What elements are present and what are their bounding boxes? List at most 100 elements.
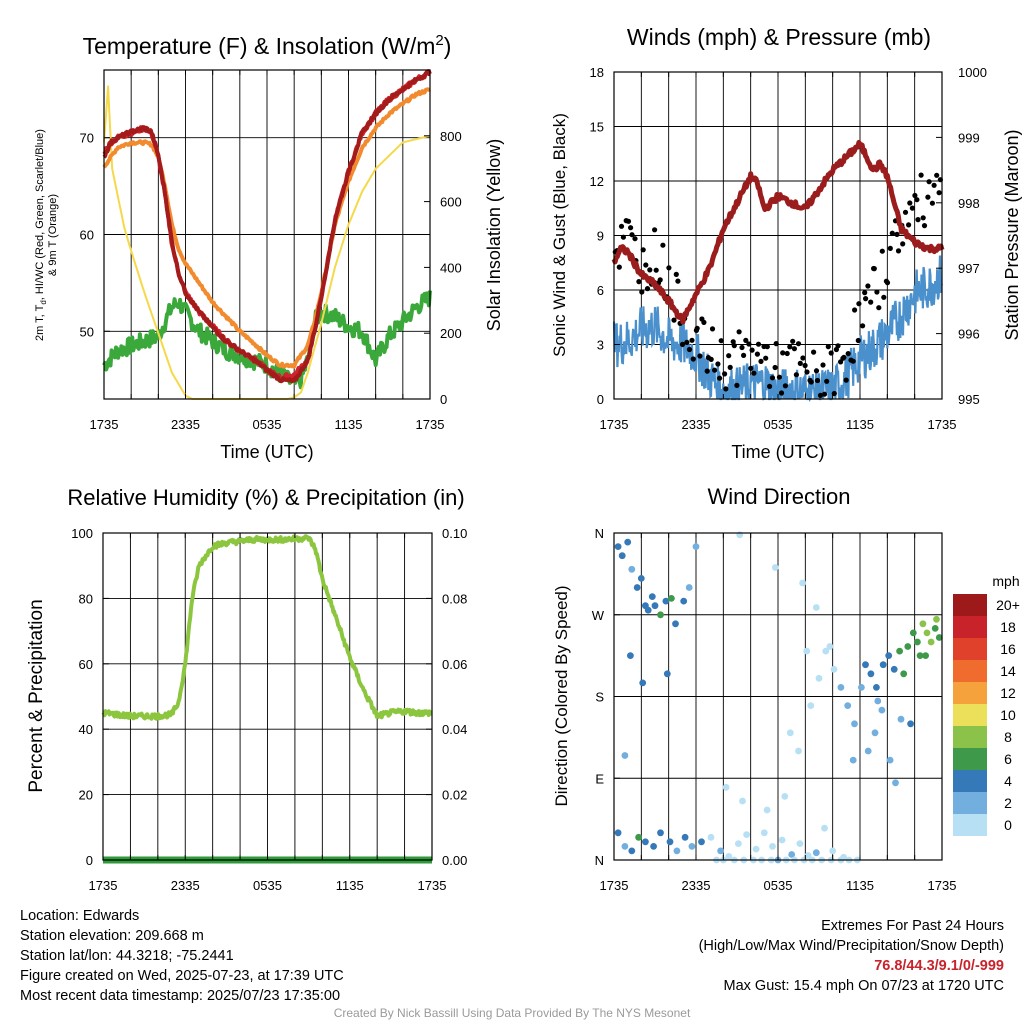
y-tick-label: 0 — [86, 853, 93, 868]
y2-tick-label: 999 — [958, 130, 980, 145]
gust-point — [643, 262, 649, 268]
x-tick-label: 1135 — [335, 417, 363, 432]
direction-point — [849, 756, 857, 764]
legend-swatch — [953, 770, 987, 792]
x-tick-label: 1735 — [928, 417, 957, 432]
gust-point — [778, 390, 785, 396]
direction-point — [657, 829, 664, 837]
legend-label: 16 — [1000, 641, 1016, 657]
y2-tick-label: 0.06 — [442, 657, 467, 672]
gust-point — [748, 365, 754, 371]
gust-point — [625, 218, 632, 224]
gust-point — [722, 371, 728, 377]
direction-point — [871, 729, 879, 737]
direction-point — [725, 853, 733, 860]
direction-point — [886, 756, 894, 764]
gust-point — [841, 354, 847, 360]
wind-left-axis-label: Sonic Wind & Gust (Blue, Black) — [550, 113, 569, 357]
legend-label: 8 — [1004, 729, 1012, 745]
direction-point — [900, 670, 908, 678]
gust-point — [746, 341, 752, 347]
gust-point — [907, 200, 913, 206]
dir-ticks: 1735 2335 0535 1135 1735 N E S W N — [592, 526, 957, 893]
direction-point — [796, 840, 804, 847]
gust-point — [628, 225, 634, 231]
gust-point — [776, 374, 783, 380]
y-tick-label: 20 — [79, 788, 93, 803]
gust-point — [727, 364, 733, 370]
gust-point — [918, 172, 924, 178]
direction-point — [822, 647, 830, 655]
gust-point — [852, 307, 858, 313]
legend-label: 18 — [1000, 619, 1016, 635]
x-tick-label: 0535 — [764, 878, 793, 893]
direction-point — [786, 729, 794, 737]
gust-point — [709, 326, 716, 332]
x-tick-label: 0535 — [764, 417, 793, 432]
direction-point — [890, 665, 898, 673]
gust-point — [925, 194, 931, 200]
gust-point — [793, 372, 800, 378]
direction-point — [909, 629, 917, 637]
gust-point — [821, 391, 828, 397]
legend-label: 20+ — [996, 597, 1020, 613]
direction-point — [648, 593, 656, 600]
gust-point — [701, 319, 707, 325]
gust-point — [813, 368, 820, 374]
extremes-description: (High/Low/Max Wind/Precipitation/Snow De… — [698, 938, 1004, 954]
y-tick-label: 12 — [590, 174, 604, 189]
gust-point — [790, 338, 796, 344]
temp-grid — [104, 70, 430, 399]
gust-point — [862, 290, 868, 296]
gust-point — [736, 329, 742, 335]
gust-point — [921, 223, 928, 229]
y-tick-label: 50 — [80, 324, 94, 339]
direction-point — [837, 684, 845, 691]
direction-point — [651, 602, 659, 610]
direction-point — [788, 851, 796, 858]
legend-swatch — [953, 814, 987, 836]
gust-point — [811, 349, 817, 355]
legend-swatch — [953, 726, 987, 748]
gust-point — [845, 351, 851, 357]
gust-point — [825, 344, 831, 350]
x-tick-label: 0535 — [253, 878, 282, 893]
gust-point — [909, 205, 916, 211]
direction-point — [743, 831, 750, 838]
gust-point — [889, 230, 895, 236]
gust-point — [782, 383, 789, 389]
y2-tick-label: 0.10 — [442, 526, 467, 541]
extremes-info: Extremes For Past 24 Hours (High/Low/Max… — [699, 916, 1004, 996]
gust-point — [912, 192, 918, 199]
temp-left-axis-label: 2m T, Td, HI/WC (Red, Green, Scarlet/Blu… — [34, 129, 48, 341]
direction-point — [650, 843, 657, 850]
direction-point — [804, 852, 812, 859]
direction-point — [844, 702, 852, 709]
gust-point — [675, 278, 681, 284]
gust-point — [657, 277, 663, 283]
station-elevation: Station elevation: 209.668 m — [20, 928, 204, 944]
y-tick-label: S — [595, 690, 604, 705]
y-tick-label: 70 — [80, 131, 94, 146]
gust-point — [726, 353, 732, 359]
temp-x-axis-label: Time (UTC) — [220, 442, 313, 462]
gust-point — [697, 353, 703, 359]
y-tick-label: 6 — [597, 283, 604, 298]
gust-point — [876, 305, 882, 311]
direction-point — [680, 597, 688, 605]
y2-tick-label: 400 — [440, 260, 462, 275]
y2-tick-label: 0 — [440, 392, 447, 407]
y-tick-label: 0 — [597, 392, 604, 407]
gust-point — [686, 346, 693, 353]
y2-tick-label: 0.08 — [442, 591, 467, 606]
x-tick-label: 1735 — [416, 417, 445, 432]
x-tick-label: 2335 — [171, 878, 200, 893]
legend-swatch — [953, 660, 987, 682]
temperature-panel: Temperature (F) & Insolation (W/m2) 1735… — [34, 32, 504, 462]
legend-swatch — [953, 792, 987, 814]
x-tick-label: 1135 — [846, 417, 874, 432]
gust-point — [860, 323, 866, 329]
gust-point — [868, 299, 874, 305]
legend-swatch — [953, 638, 987, 660]
